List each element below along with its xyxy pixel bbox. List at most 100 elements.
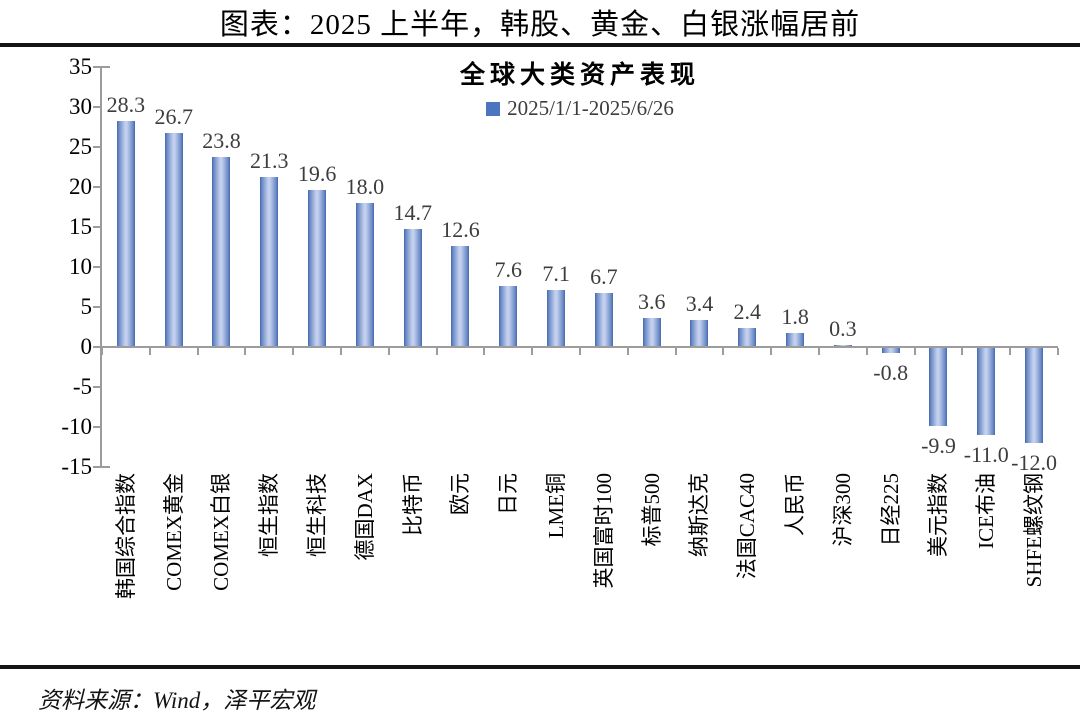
bar-value-label: 6.7 (590, 264, 618, 290)
bar-value-label: 1.8 (781, 303, 809, 329)
plot-wrap: 28.3 26.7 23.8 21.3 19.6 18.0 14.7 12.6 7.6 7.1 6.… (93, 66, 1059, 665)
bar-value-label: -0.8 (873, 360, 909, 386)
category-label-text: 沪深300 (830, 473, 855, 547)
category-label: 纳斯达克 (676, 473, 724, 665)
y-axis-tick-label: 0 (80, 334, 93, 359)
y-axis-tick-label: 30 (69, 94, 92, 119)
category-label-text: 德国DAX (352, 473, 377, 561)
x-tick-mark (722, 348, 725, 355)
category-label-text: 恒生科技 (305, 473, 330, 557)
bar-value-label: 19.6 (297, 161, 337, 187)
category-label: 沪深300 (819, 473, 867, 665)
x-tick-mark (435, 348, 438, 355)
x-tick-mark (818, 348, 820, 355)
x-tick-mark (483, 348, 486, 355)
bar-value-label: -12.0 (1011, 450, 1057, 475)
x-tick-mark (1057, 348, 1059, 355)
y-tick-mark (93, 106, 100, 108)
category-label: 韩国综合指数 (102, 473, 150, 665)
category-label: 恒生指数 (245, 473, 293, 665)
category-slot: 18.0 (341, 67, 389, 467)
category-slot: 0.3 (819, 67, 867, 467)
y-axis-tick-label: 20 (69, 174, 92, 199)
y-axis-tick-label: -10 (61, 414, 92, 439)
chart-header: 全球大类资产表现 2025/1/1-2025/6/26 (102, 55, 1058, 121)
bar-value-label: 12.6 (441, 217, 480, 243)
chart-title: 全球大类资产表现 (459, 62, 700, 89)
category-label-text: 日元 (496, 473, 521, 515)
y-axis-tick-label: 25 (69, 134, 92, 159)
category-label-text: 法国CAC40 (735, 473, 760, 580)
category-label-text: 英国富时100 (591, 473, 616, 589)
y-tick-mark (93, 266, 100, 268)
bar (355, 203, 374, 347)
plot-row: 35 30 25 20 15 10 5 0 -5 -10 -15 28.3 26.7 23.8 21.3 1… (30, 47, 1080, 665)
category-label-text: 欧元 (448, 473, 473, 515)
bar (116, 120, 135, 347)
y-tick-mark (93, 146, 100, 148)
bar (547, 290, 566, 347)
bar (212, 156, 231, 347)
category-label-text: 人民币 (783, 473, 808, 536)
y-axis-tick-label: 5 (80, 294, 93, 319)
bar-value-label: 7.6 (494, 257, 523, 283)
bar (499, 286, 518, 347)
y-tick-mark (93, 346, 100, 348)
legend: 2025/1/1-2025/6/26 (102, 96, 1058, 121)
x-tick-mark (101, 348, 103, 355)
y-tick-mark (93, 466, 100, 468)
y-tick-mark (93, 186, 100, 188)
chart-region: 全球大类资产表现 2025/1/1-2025/6/26 35 30 25 20 15 10… (0, 47, 1080, 665)
x-tick-mark (674, 348, 677, 355)
x-tick-mark (244, 348, 247, 355)
category-label-text: 美元指数 (926, 473, 951, 557)
bar-value-label: 7.1 (542, 261, 570, 287)
category-slot: 14.7 (389, 67, 437, 467)
category-slot: 28.3 (102, 67, 150, 467)
y-axis-tick-label: 35 (69, 54, 92, 79)
y-axis-line (100, 66, 102, 468)
bar (738, 327, 757, 347)
bar (260, 176, 279, 347)
category-label: 法国CAC40 (723, 473, 771, 665)
category-label: 人民币 (771, 473, 819, 665)
category-label-text: 标普500 (639, 473, 664, 547)
category-slot: 2.4 (723, 67, 771, 467)
x-tick-mark (148, 348, 151, 355)
category-slot: 23.8 (198, 67, 246, 467)
x-tick-mark (196, 348, 199, 355)
category-label: 英国富时100 (580, 473, 628, 665)
bar-value-label: 23.8 (202, 127, 241, 153)
bar-value-label: 3.6 (637, 289, 666, 315)
x-tick-mark (1009, 348, 1012, 355)
category-label: SHFE螺纹钢 (1010, 473, 1058, 665)
category-slot: 6.7 (580, 67, 628, 467)
x-tick-mark (865, 348, 868, 355)
y-axis-tick-label: -5 (72, 374, 92, 399)
category-slot: 1.8 (771, 67, 819, 467)
bar (451, 246, 470, 347)
bar-value-label: 28.3 (106, 91, 146, 117)
y-axis-tick-label: -15 (61, 454, 92, 479)
y-tick-mark (93, 226, 100, 228)
y-axis-tick-label: 15 (69, 214, 92, 239)
category-label-text: ICE布油 (974, 473, 999, 549)
category-label: 美元指数 (915, 473, 963, 665)
category-slot: 7.6 (484, 67, 532, 467)
category-slot: 7.1 (532, 67, 580, 467)
bar (308, 190, 327, 347)
category-label-text: COMEX黄金 (161, 473, 186, 591)
category-label-text: 纳斯达克 (687, 473, 712, 557)
bar (594, 293, 613, 347)
bar-value-label: 26.7 (154, 104, 193, 130)
category-label: 欧元 (437, 473, 485, 665)
category-slot: -9.9 (915, 67, 963, 467)
bar (833, 344, 852, 347)
bar-value-label: -9.9 (921, 433, 956, 459)
bar (929, 347, 948, 427)
y-axis-top-cap (102, 66, 110, 68)
category-slot: 21.3 (245, 67, 293, 467)
category-label: 标普500 (628, 473, 676, 665)
x-tick-mark (770, 348, 773, 355)
